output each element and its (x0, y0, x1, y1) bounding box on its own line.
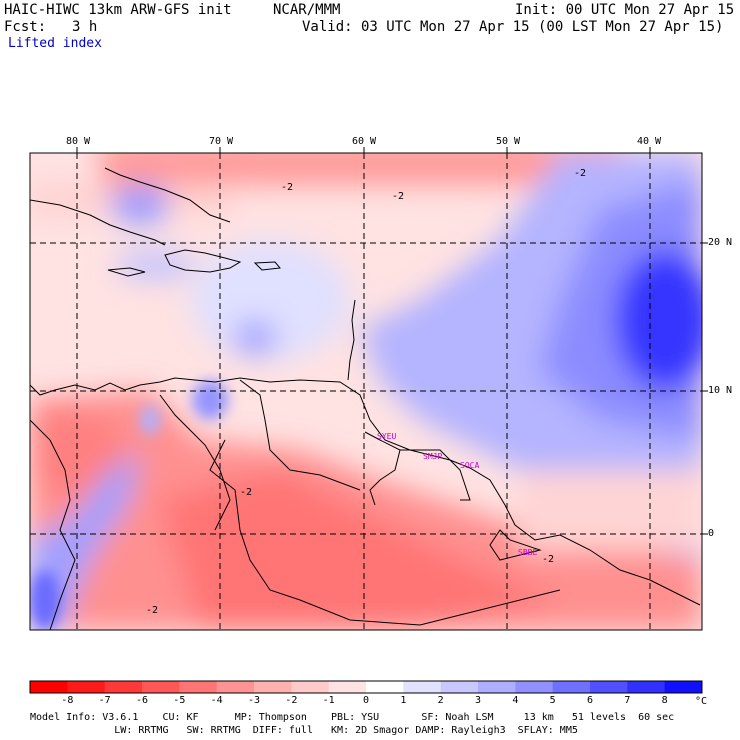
station-label: SYEU (377, 432, 397, 441)
station-label: SMJP (423, 452, 443, 461)
contour-label: -2 (542, 554, 554, 565)
colorbar-box (590, 681, 628, 693)
station-label: SOCA (460, 461, 480, 470)
colorbar-box (142, 681, 180, 693)
lat-lon-grid (30, 153, 702, 630)
lon-label-60w: 60 W (352, 136, 377, 147)
colorbar-box (216, 681, 255, 693)
colorbar-tick-label: -2 (285, 695, 298, 706)
colorbar-box (67, 681, 106, 693)
contour-label: -2 (392, 191, 404, 202)
colorbar-tick-label: -3 (247, 695, 261, 706)
colorbar (29, 680, 703, 694)
colorbar-tick-label: 6 (586, 695, 594, 706)
contour-labels: -2 -2 -2 -2 -2 -2 (146, 168, 586, 616)
grid-ticks (76, 147, 708, 535)
colorbar-tick-label: -6 (135, 695, 149, 706)
colorbar-box (104, 681, 143, 693)
contour-label: -2 (281, 182, 293, 193)
colorbar-unit: °C (695, 696, 707, 707)
contour-label: -2 (574, 168, 586, 179)
colorbar-tick-label: 7 (624, 695, 631, 706)
colorbar-tick-label: 1 (400, 695, 407, 706)
field-shading (30, 153, 702, 630)
colorbar-box (627, 681, 666, 693)
colorbar-box (366, 681, 404, 693)
colorbar-tick-label: -4 (210, 695, 223, 706)
colorbar-tick-label: 3 (474, 695, 482, 706)
map-border (29, 152, 703, 631)
lon-label-40w: 40 W (637, 136, 662, 147)
model-info-line2: LW: RRTMG SW: RRTMG DIFF: full KM: 2D Sm… (30, 725, 578, 736)
colorbar-box (440, 681, 479, 693)
lat-label-0: 0 (708, 528, 715, 539)
contour-label: -2 (146, 605, 158, 616)
colorbar-box (328, 681, 367, 693)
colorbar-tick-label: 0 (362, 695, 370, 706)
colorbar-box (664, 681, 703, 693)
fcst-label: Fcst: (4, 19, 47, 35)
lon-label-70w: 70 W (209, 136, 234, 147)
colorbar-tick-label: -1 (322, 695, 335, 706)
lat-label-10n: 10 N (708, 385, 733, 396)
colorbar-tick-label: -8 (61, 695, 74, 706)
colorbar-box (515, 681, 554, 693)
colorbar-tick-label: 5 (549, 695, 556, 706)
field-name: Lifted index (8, 36, 102, 51)
coastlines (30, 167, 701, 630)
colorbar-box (254, 681, 292, 693)
model-info-line1: Model Info: V3.6.1 CU: KF MP: Thompson P… (30, 712, 675, 723)
org-label: NCAR/MMM (273, 2, 341, 18)
station-label: SBBE (518, 548, 538, 557)
colorbar-tick-label: -7 (98, 695, 111, 706)
model-title: HAIC-HIWC 13km ARW-GFS init (4, 2, 232, 18)
fcst-value: 3 h (72, 19, 98, 35)
contour-label: -2 (240, 487, 252, 498)
valid-time: Valid: 03 UTC Mon 27 Apr 15 (00 LST Mon … (302, 19, 724, 35)
colorbar-box (291, 681, 330, 693)
lon-label-50w: 50 W (496, 136, 521, 147)
colorbar-box (552, 681, 591, 693)
lon-label-80w: 80 W (66, 136, 91, 147)
init-time: Init: 00 UTC Mon 27 Apr 15 (515, 2, 735, 18)
colorbar-tick-label: 8 (661, 695, 668, 706)
colorbar-tick-label: -5 (173, 695, 186, 706)
colorbar-box (30, 681, 68, 693)
lat-label-20n: 20 N (708, 237, 733, 248)
colorbar-box (403, 681, 442, 693)
colorbar-tick-label: 4 (512, 695, 519, 706)
colorbar-box (478, 681, 516, 693)
colorbar-border (29, 680, 703, 694)
colorbar-tick-label: 2 (437, 695, 444, 706)
colorbar-box (179, 681, 218, 693)
